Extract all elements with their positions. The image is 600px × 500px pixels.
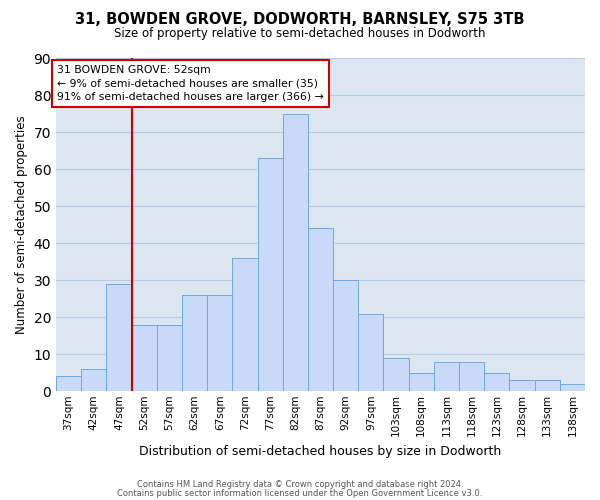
Bar bbox=[560, 384, 585, 392]
Bar bbox=[484, 372, 509, 392]
Bar bbox=[81, 369, 106, 392]
X-axis label: Distribution of semi-detached houses by size in Dodworth: Distribution of semi-detached houses by … bbox=[139, 444, 502, 458]
Y-axis label: Number of semi-detached properties: Number of semi-detached properties bbox=[15, 116, 28, 334]
Bar bbox=[459, 362, 484, 392]
Bar bbox=[383, 358, 409, 392]
Bar bbox=[283, 114, 308, 392]
Bar bbox=[207, 295, 232, 392]
Text: Contains public sector information licensed under the Open Government Licence v3: Contains public sector information licen… bbox=[118, 488, 482, 498]
Text: 31, BOWDEN GROVE, DODWORTH, BARNSLEY, S75 3TB: 31, BOWDEN GROVE, DODWORTH, BARNSLEY, S7… bbox=[75, 12, 525, 28]
Bar bbox=[509, 380, 535, 392]
Bar bbox=[257, 158, 283, 392]
Bar bbox=[308, 228, 333, 392]
Bar bbox=[56, 376, 81, 392]
Bar bbox=[232, 258, 257, 392]
Bar bbox=[535, 380, 560, 392]
Bar bbox=[358, 314, 383, 392]
Bar bbox=[106, 284, 131, 392]
Text: Contains HM Land Registry data © Crown copyright and database right 2024.: Contains HM Land Registry data © Crown c… bbox=[137, 480, 463, 489]
Bar bbox=[131, 324, 157, 392]
Bar bbox=[409, 372, 434, 392]
Bar bbox=[157, 324, 182, 392]
Bar bbox=[434, 362, 459, 392]
Text: 31 BOWDEN GROVE: 52sqm
← 9% of semi-detached houses are smaller (35)
91% of semi: 31 BOWDEN GROVE: 52sqm ← 9% of semi-deta… bbox=[58, 66, 324, 102]
Bar bbox=[182, 295, 207, 392]
Text: Size of property relative to semi-detached houses in Dodworth: Size of property relative to semi-detach… bbox=[114, 28, 486, 40]
Bar bbox=[333, 280, 358, 392]
